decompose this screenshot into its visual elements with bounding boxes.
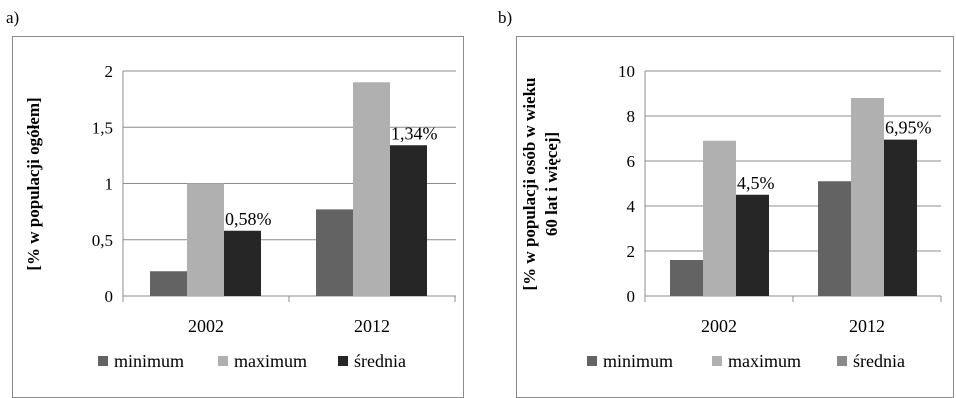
chart-a-category-label-2002: 2002 — [188, 316, 224, 336]
chart-a-legend-label-minimum: minimum — [114, 351, 184, 371]
chart-a-bar-minimum-2012 — [316, 209, 353, 296]
chart-a-ytick-label-0: 0 — [105, 287, 114, 306]
chart-a-bar-rednia-2002 — [224, 230, 261, 296]
chart-b-ytick-label-1: 2 — [627, 242, 636, 261]
chart-a-ytick-label-3: 1,5 — [92, 118, 113, 137]
chart-b-ytick-label-0: 0 — [627, 287, 636, 306]
chart-a-category-label-2012: 2012 — [354, 316, 390, 336]
chart-a-bar-minimum-2002 — [150, 271, 187, 296]
chart-a-frame: 0 0,5 1 1,5 2 0,58% 2002 1,34% 2012 [% w populacj… — [12, 36, 464, 398]
chart-a-data-label-2002: 0,58% — [225, 209, 272, 229]
chart-b-ytick-label-3: 6 — [627, 152, 636, 171]
chart-b-bar-maximum-2002 — [703, 140, 736, 296]
chart-b-y-axis-label-line-1: 60 lat i więcej] — [542, 132, 561, 236]
chart-b-data-label-2012: 6,95% — [885, 118, 932, 138]
chart-b: 0 2 4 6 8 10 4,5% 2002 6,95% 2012 [% w populacji o… — [520, 62, 942, 371]
chart-b-bar-rednia-2002 — [736, 194, 769, 296]
chart-b-legend-label-rednia: średnia — [853, 351, 905, 371]
chart-a-bar-maximum-2012 — [353, 82, 390, 296]
chart-b-legend-swatch-maximum — [712, 356, 722, 366]
chart-b-data-label-2002: 4,5% — [737, 173, 775, 193]
chart-b-legend-label-maximum: maximum — [728, 351, 801, 371]
chart-a-y-axis-label: [% w populacji ogółem] — [24, 97, 43, 270]
chart-b-legend-swatch-minimum — [587, 356, 597, 366]
chart-a-ytick-label-2: 1 — [105, 175, 114, 194]
chart-a-bar-maximum-2002 — [187, 183, 224, 296]
chart-b-ytick-label-5: 10 — [618, 62, 635, 81]
chart-b-y-axis-label-line-0: [% w populacji osób w wieku — [520, 77, 539, 290]
chart-b-category-label-2012: 2012 — [849, 316, 885, 336]
chart-b-bar-rednia-2012 — [884, 139, 917, 296]
chart-b-category-label-2002: 2002 — [701, 316, 737, 336]
chart-b-bar-maximum-2012 — [851, 98, 884, 296]
chart-a-legend-label-maximum: maximum — [234, 351, 307, 371]
chart-b-legend-swatch-rednia — [837, 356, 847, 366]
chart-b-ytick-label-2: 4 — [627, 197, 636, 216]
chart-b-frame: 0 2 4 6 8 10 4,5% 2002 6,95% 2012 [% w populacji o… — [516, 36, 954, 398]
chart-a-ytick-label-4: 2 — [105, 62, 114, 81]
chart-a-bar-rednia-2012 — [390, 145, 427, 296]
panel-a-label: a) — [6, 8, 20, 27]
chart-a-legend-label-rednia: średnia — [354, 351, 406, 371]
chart-a-legend-swatch-maximum — [218, 356, 228, 366]
chart-b-ytick-label-4: 8 — [627, 107, 636, 126]
chart-b-legend-label-minimum: minimum — [603, 351, 673, 371]
chart-a-ytick-label-1: 0,5 — [92, 231, 113, 250]
chart-b-bar-minimum-2002 — [670, 260, 703, 296]
chart-b-bar-minimum-2012 — [818, 181, 851, 296]
chart-a-legend-swatch-rednia — [338, 356, 348, 366]
panel-b-label: b) — [498, 8, 513, 27]
chart-a-data-label-2012: 1,34% — [391, 123, 438, 143]
chart-a-legend-swatch-minimum — [98, 356, 108, 366]
chart-a: 0 0,5 1 1,5 2 0,58% 2002 1,34% 2012 [% w populacj… — [24, 62, 456, 371]
